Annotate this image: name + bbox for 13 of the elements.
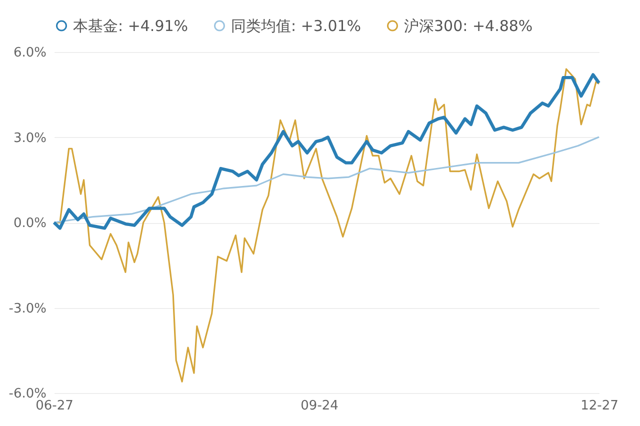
x-tick-label: 12-27 bbox=[580, 398, 618, 414]
legend-label: 沪深300: +4.88% bbox=[404, 16, 533, 35]
line-series bbox=[52, 73, 601, 230]
y-tick-label: 6.0% bbox=[13, 46, 46, 60]
x-tick-label: 09-24 bbox=[300, 398, 338, 414]
y-tick-label: 3.0% bbox=[13, 130, 46, 146]
legend-label: 同类均值: +3.01% bbox=[231, 16, 362, 35]
y-tick-label: -6.0% bbox=[8, 386, 46, 402]
line-series bbox=[53, 136, 600, 224]
legend-label: 本基金: +4.91% bbox=[73, 16, 188, 35]
y-tick-label: 0.0% bbox=[13, 216, 46, 231]
y-tick-label: -3.0% bbox=[8, 301, 46, 316]
x-tick-label: 06-27 bbox=[36, 398, 74, 414]
